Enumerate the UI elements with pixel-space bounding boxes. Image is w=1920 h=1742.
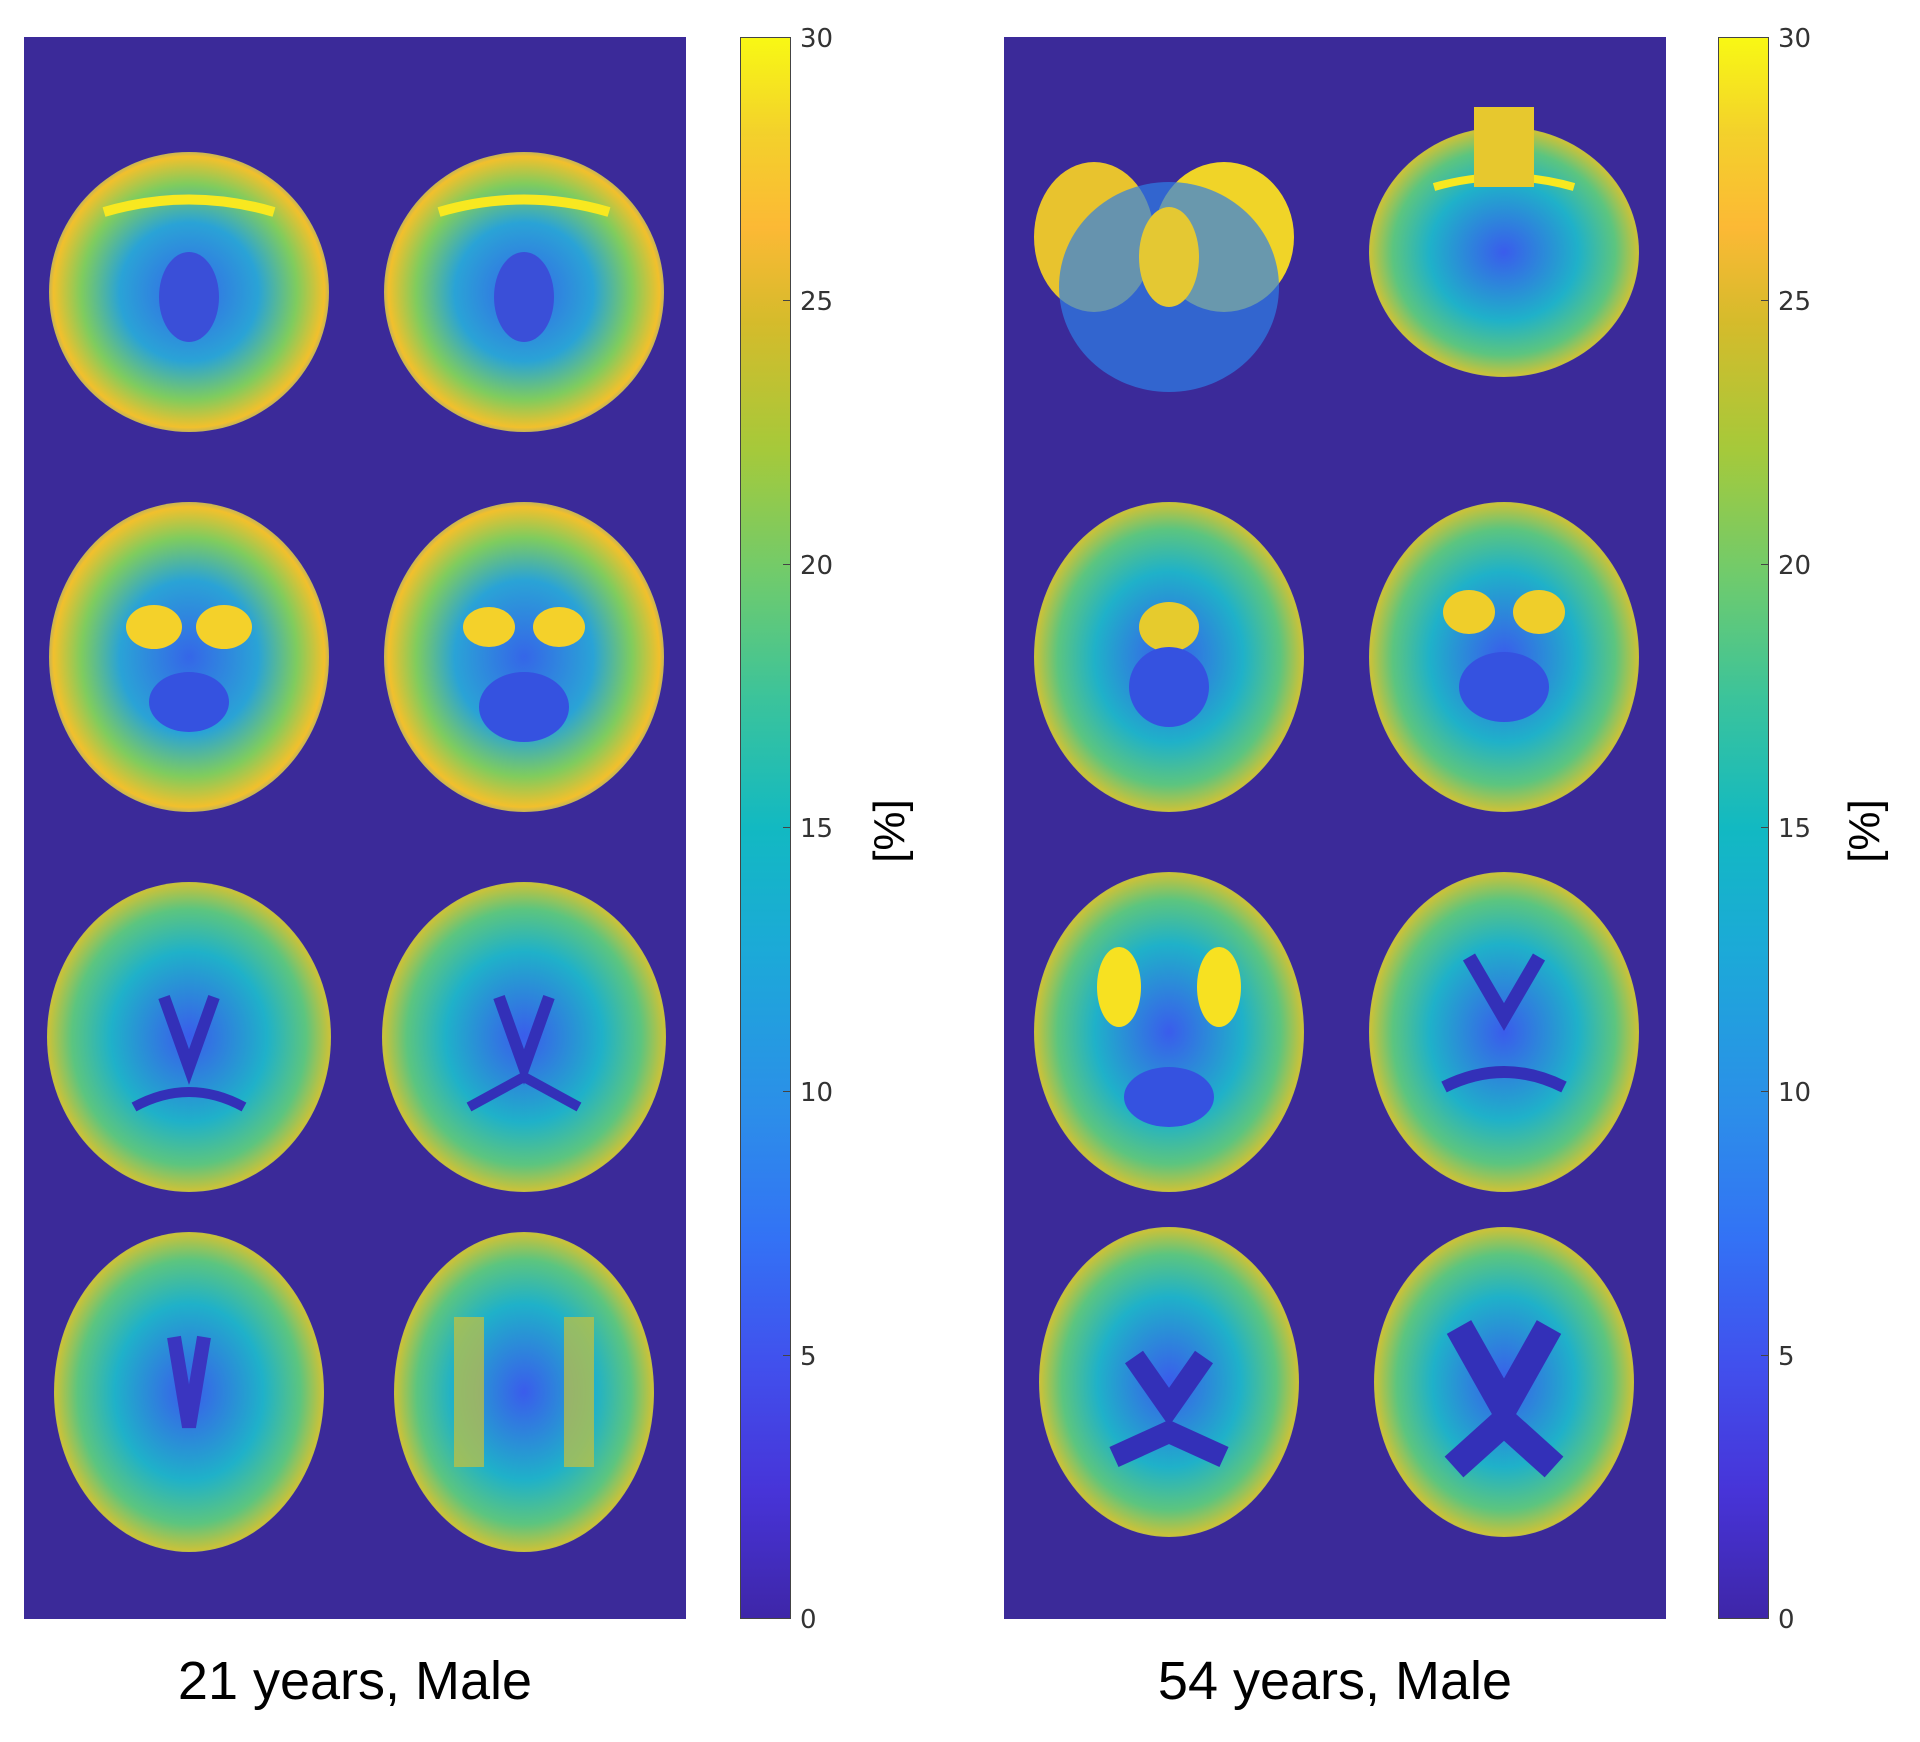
brain-slice	[49, 152, 329, 432]
colorbar-tick	[1761, 1355, 1769, 1356]
colorbar-tick-label: 25	[800, 287, 834, 317]
colorbar-tick	[1761, 1091, 1769, 1092]
brain-slice	[384, 152, 664, 432]
colorbar-tick-label: 10	[800, 1078, 834, 1108]
colorbar-tick-label: 25	[1778, 287, 1812, 317]
colorbar-tick	[783, 300, 791, 301]
brain-slice	[49, 502, 329, 812]
brain-slice	[394, 1232, 654, 1552]
colorbar-tick	[1761, 37, 1769, 38]
colorbar-tick	[1761, 827, 1769, 828]
colorbar-tick-label: 15	[1778, 814, 1812, 844]
colorbar-tick-label: 15	[800, 814, 834, 844]
right-brain-slices-panel	[1004, 37, 1666, 1619]
colorbar-tick-label: 0	[1778, 1605, 1795, 1635]
brain-slice	[1034, 162, 1294, 392]
brain-slice	[1039, 1227, 1299, 1537]
colorbar-tick	[783, 564, 791, 565]
colorbar-tick	[783, 1355, 791, 1356]
brain-slice	[382, 882, 666, 1192]
colorbar-tick-label: 0	[800, 1605, 817, 1635]
colorbar-tick-label: 10	[1778, 1078, 1812, 1108]
left-brain-slices-image	[47, 152, 666, 1552]
left-colorbar-unit-label: [%]	[865, 799, 914, 863]
colorbar-tick-label: 30	[1778, 24, 1812, 54]
colorbar-tick-label: 20	[1778, 551, 1812, 581]
brain-slice	[1034, 502, 1304, 812]
brain-slice	[1369, 872, 1639, 1192]
right-panel-caption: 54 years, Male	[1157, 1651, 1513, 1711]
left-panel-caption: 21 years, Male	[177, 1651, 533, 1711]
left-brain-slices-panel	[24, 37, 686, 1619]
colorbar-tick	[783, 1618, 791, 1619]
colorbar-tick	[1761, 300, 1769, 301]
right-brain-slices-image	[1034, 107, 1639, 1537]
colorbar-tick	[783, 1091, 791, 1092]
brain-slice	[54, 1232, 324, 1552]
brain-slice	[1369, 502, 1639, 812]
brain-slice	[1369, 107, 1639, 377]
brain-slice	[384, 502, 664, 812]
right-colorbar-unit-label: [%]	[1840, 799, 1889, 863]
colorbar-tick	[1761, 1618, 1769, 1619]
colorbar-tick-label: 20	[800, 551, 834, 581]
left-colorbar	[740, 37, 791, 1619]
colorbar-tick	[783, 37, 791, 38]
brain-slice	[1034, 872, 1304, 1192]
right-colorbar	[1718, 37, 1769, 1619]
colorbar-tick-label: 5	[800, 1342, 817, 1372]
colorbar-tick	[1761, 564, 1769, 565]
brain-slice	[47, 882, 331, 1192]
brain-slice	[1374, 1227, 1634, 1537]
colorbar-tick-label: 5	[1778, 1342, 1795, 1372]
colorbar-tick-label: 30	[800, 24, 834, 54]
colorbar-tick	[783, 827, 791, 828]
